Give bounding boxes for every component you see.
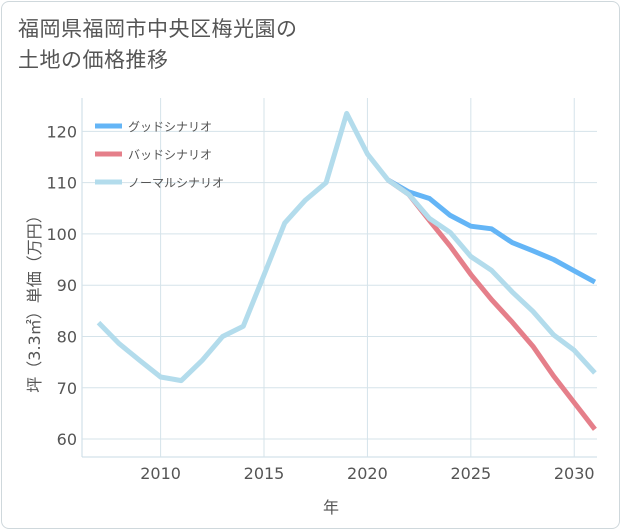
x-tick-label: 2020: [347, 464, 388, 483]
series-lines: [96, 110, 597, 431]
y-tick-label: 120: [46, 122, 77, 141]
series-line-good: [386, 177, 597, 285]
series-line-bad: [386, 178, 597, 431]
legend-label-normal: ノーマルシナリオ: [128, 176, 224, 190]
y-axis-ticks: 60 70 80 90 100 110 120: [46, 122, 77, 449]
title-line-2: 土地の価格推移: [18, 48, 169, 72]
legend-label-bad: バッドシナリオ: [128, 148, 212, 162]
legend-label-good: グッドシナリオ: [128, 120, 212, 134]
x-tick-label: 2025: [450, 464, 491, 483]
x-axis-label: 年: [323, 498, 339, 517]
series-line-normal: [96, 110, 597, 384]
x-tick-label: 2030: [554, 464, 595, 483]
y-tick-label: 60: [57, 430, 77, 449]
x-tick-label: 2015: [244, 464, 285, 483]
chart-title: 福岡県福岡市中央区梅光園の 土地の価格推移: [18, 14, 298, 76]
y-tick-label: 70: [57, 379, 77, 398]
y-tick-label: 80: [57, 327, 77, 346]
x-axis-ticks: 2010 2015 2020 2025 2030: [140, 464, 594, 483]
y-axis-label: 坪（3.3㎡）単価（万円）: [25, 207, 44, 392]
title-line-1: 福岡県福岡市中央区梅光園の: [18, 17, 298, 41]
y-tick-label: 110: [46, 174, 77, 193]
y-tick-label: 90: [57, 276, 77, 295]
x-tick-label: 2010: [140, 464, 181, 483]
y-tick-label: 100: [46, 225, 77, 244]
